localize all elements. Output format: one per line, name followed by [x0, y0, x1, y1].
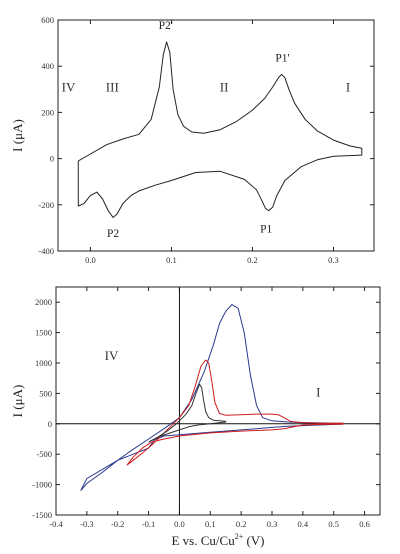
x-tick-label: -0.4	[49, 519, 63, 529]
region-label: I	[316, 384, 320, 399]
y-tick-label: 2000	[35, 297, 52, 307]
x-tick-label: -0.2	[111, 519, 124, 529]
x-tick-label: 0.6	[359, 519, 370, 529]
x-tick-label: 0.4	[298, 519, 309, 529]
cv-curve-3	[148, 383, 227, 443]
region-label: III	[106, 80, 119, 95]
x-tick-label: 0.1	[205, 519, 216, 529]
x-tick-label: 0.0	[174, 519, 185, 529]
x-axis-label-superscript: 2+	[235, 532, 244, 541]
x-tick-label: -0.3	[80, 519, 93, 529]
y-axis-label: I (μA)	[10, 385, 25, 418]
y-tick-label: -500	[36, 449, 52, 459]
y-tick-label: -1000	[32, 480, 52, 490]
x-tick-label: 0.1	[166, 255, 177, 265]
y-tick-label: -200	[38, 200, 54, 210]
y-tick-label: 0	[48, 419, 52, 429]
plot-frame	[57, 19, 375, 252]
x-tick-label: 0.2	[247, 255, 258, 265]
x-tick-label: 0.3	[328, 255, 339, 265]
region-label: IV	[105, 348, 119, 363]
peak-label: P1	[260, 224, 272, 236]
y-tick-label: 200	[41, 107, 54, 117]
region-label: IV	[62, 80, 76, 95]
y-tick-label: 400	[41, 61, 54, 71]
cv-curve-1	[80, 304, 344, 492]
y-tick-label: 600	[41, 15, 54, 25]
cv-curve-2	[126, 359, 344, 466]
x-axis-label-main: E vs. Cu/Cu	[171, 533, 235, 548]
y-tick-label: -1500	[32, 510, 52, 520]
y-tick-label: 500	[39, 388, 52, 398]
peak-label: P2	[107, 228, 119, 240]
peak-label: P1'	[275, 53, 289, 65]
region-label: I	[346, 80, 350, 95]
x-tick-label: 0.2	[236, 519, 247, 529]
plot-frame	[55, 286, 381, 516]
y-axis-label: I (μA)	[10, 119, 25, 152]
y-tick-label: 1000	[35, 358, 52, 368]
bottom-cv-panel: -0.4 -0.3 -0.2 -0.1 0.0 0.1 0.2 0.3 0.4 0.5 0.6 -15…	[10, 286, 381, 548]
x-tick-label: -0.1	[142, 519, 155, 529]
x-axis-label: E vs. Cu/Cu2+ (V)	[171, 532, 264, 548]
x-tick-label: 0.5	[328, 519, 339, 529]
region-label: II	[220, 80, 229, 95]
x-axis-label-unit: (V)	[243, 533, 264, 548]
x-tick-label: 0.0	[85, 255, 96, 265]
y-tick-label: 0	[50, 154, 54, 164]
y-tick-label: -400	[38, 246, 54, 256]
peak-label: P2'	[159, 20, 173, 32]
y-tick-label: 1500	[35, 328, 52, 338]
cv-curve-1	[77, 41, 363, 218]
x-tick-label: 0.3	[267, 519, 278, 529]
